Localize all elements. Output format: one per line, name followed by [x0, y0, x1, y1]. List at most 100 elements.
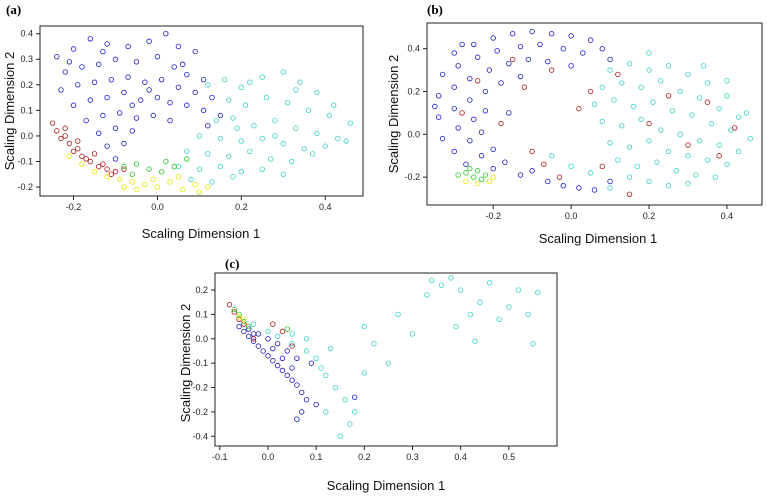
point-cyan	[457, 287, 464, 293]
point-cyan	[259, 166, 266, 172]
point-cyan	[700, 63, 707, 69]
point-green	[231, 306, 237, 313]
point-blue	[255, 331, 262, 337]
point-blue	[517, 73, 524, 80]
point-blue	[509, 31, 516, 37]
point-cyan	[409, 331, 416, 337]
point-blue	[87, 36, 94, 42]
point-blue	[112, 156, 119, 162]
point-red	[704, 99, 711, 105]
point-blue	[121, 89, 127, 96]
point-yellow	[150, 176, 156, 183]
point-blue	[494, 48, 500, 54]
x-tick-label: 0.2	[643, 211, 656, 221]
point-cyan	[665, 183, 672, 189]
point-cyan	[611, 97, 617, 103]
point-blue	[548, 31, 555, 37]
point-cyan	[226, 153, 232, 160]
point-blue	[270, 358, 276, 364]
point-cyan	[646, 138, 652, 144]
y-ticks-a: -0.2 -0.1 0.0 0.1 0.2 0.3 0.4	[17, 29, 40, 192]
point-red	[279, 328, 286, 335]
point-cyan	[658, 78, 664, 84]
x-axis-label-b: Scaling Dimension 1	[539, 231, 658, 246]
point-cyan	[619, 80, 625, 86]
point-cyan	[238, 84, 245, 91]
point-cyan	[335, 135, 341, 142]
point-cyan	[646, 178, 652, 185]
x-tick-label: 0.4	[319, 202, 332, 212]
point-blue	[112, 125, 119, 131]
point-cyan	[303, 336, 310, 342]
point-red	[121, 166, 127, 172]
point-blue	[163, 30, 169, 37]
point-cyan	[535, 289, 541, 296]
point-cyan	[284, 99, 291, 106]
point-yellow	[121, 184, 127, 190]
point-blue	[100, 48, 106, 55]
panel-c: (c) -0.1 0.0 0.1 0.2 0.3 0.4 0.5 -0.4-0.2-0.2-…	[178, 256, 558, 493]
point-blue	[121, 140, 127, 147]
point-blue	[435, 93, 442, 99]
point-cyan	[646, 67, 652, 73]
point-cyan	[658, 127, 664, 133]
point-cyan	[638, 116, 644, 123]
point-blue	[171, 64, 177, 70]
point-blue	[167, 117, 173, 124]
x-tick-label: 0.2	[358, 452, 371, 462]
point-cyan	[288, 158, 295, 165]
point-cyan	[685, 180, 691, 187]
point-cyan	[696, 138, 703, 144]
panel-label-a: (a)	[6, 2, 21, 17]
point-red	[49, 120, 56, 126]
point-blue	[502, 159, 508, 165]
point-blue	[62, 69, 68, 75]
y-axis-label-c: Scaling Dimension 2	[178, 304, 193, 423]
point-blue	[294, 355, 300, 361]
point-blue	[294, 382, 300, 388]
y-tick-label: -0.2	[404, 172, 420, 182]
point-blue	[289, 365, 295, 371]
point-blue	[580, 50, 586, 56]
point-yellow	[79, 161, 85, 167]
point-blue	[129, 102, 135, 108]
plot-frame-c	[214, 272, 558, 447]
point-cyan	[626, 144, 633, 150]
point-cyan	[230, 115, 236, 121]
point-cyan	[314, 89, 320, 96]
point-blue	[274, 362, 281, 369]
x-tick-label: 0.2	[235, 202, 248, 212]
point-cyan	[209, 179, 215, 185]
point-blue	[117, 110, 123, 116]
x-axis-label-a: Scaling Dimension 1	[142, 226, 261, 241]
point-red	[87, 158, 94, 165]
point-blue	[560, 45, 567, 52]
point-cyan	[626, 174, 633, 180]
point-blue	[108, 76, 115, 83]
point-red	[548, 67, 555, 73]
point-cyan	[395, 311, 401, 318]
point-cyan	[669, 108, 676, 114]
panel-b: (b) -0.2 0.0 0.2 0.4 -0.2 0.0 0.2 0.4 Scaling …	[386, 2, 763, 246]
point-green	[474, 168, 481, 174]
point-cyan	[347, 120, 354, 126]
point-cyan	[496, 316, 502, 322]
point-red	[70, 148, 77, 154]
point-cyan	[234, 125, 240, 131]
y-tick-label: 0.2	[195, 285, 208, 295]
point-blue	[70, 102, 77, 108]
point-cyan	[747, 135, 754, 142]
point-cyan	[453, 323, 459, 330]
point-blue	[104, 143, 110, 149]
point-blue	[517, 172, 524, 178]
point-cyan	[323, 409, 329, 415]
point-red	[615, 71, 621, 78]
point-blue	[246, 326, 252, 332]
point-blue	[265, 336, 271, 342]
point-red	[521, 84, 528, 90]
point-green	[171, 163, 177, 170]
point-cyan	[515, 287, 522, 293]
y-tick-label: -0.4	[192, 431, 208, 441]
point-blue	[599, 45, 605, 52]
